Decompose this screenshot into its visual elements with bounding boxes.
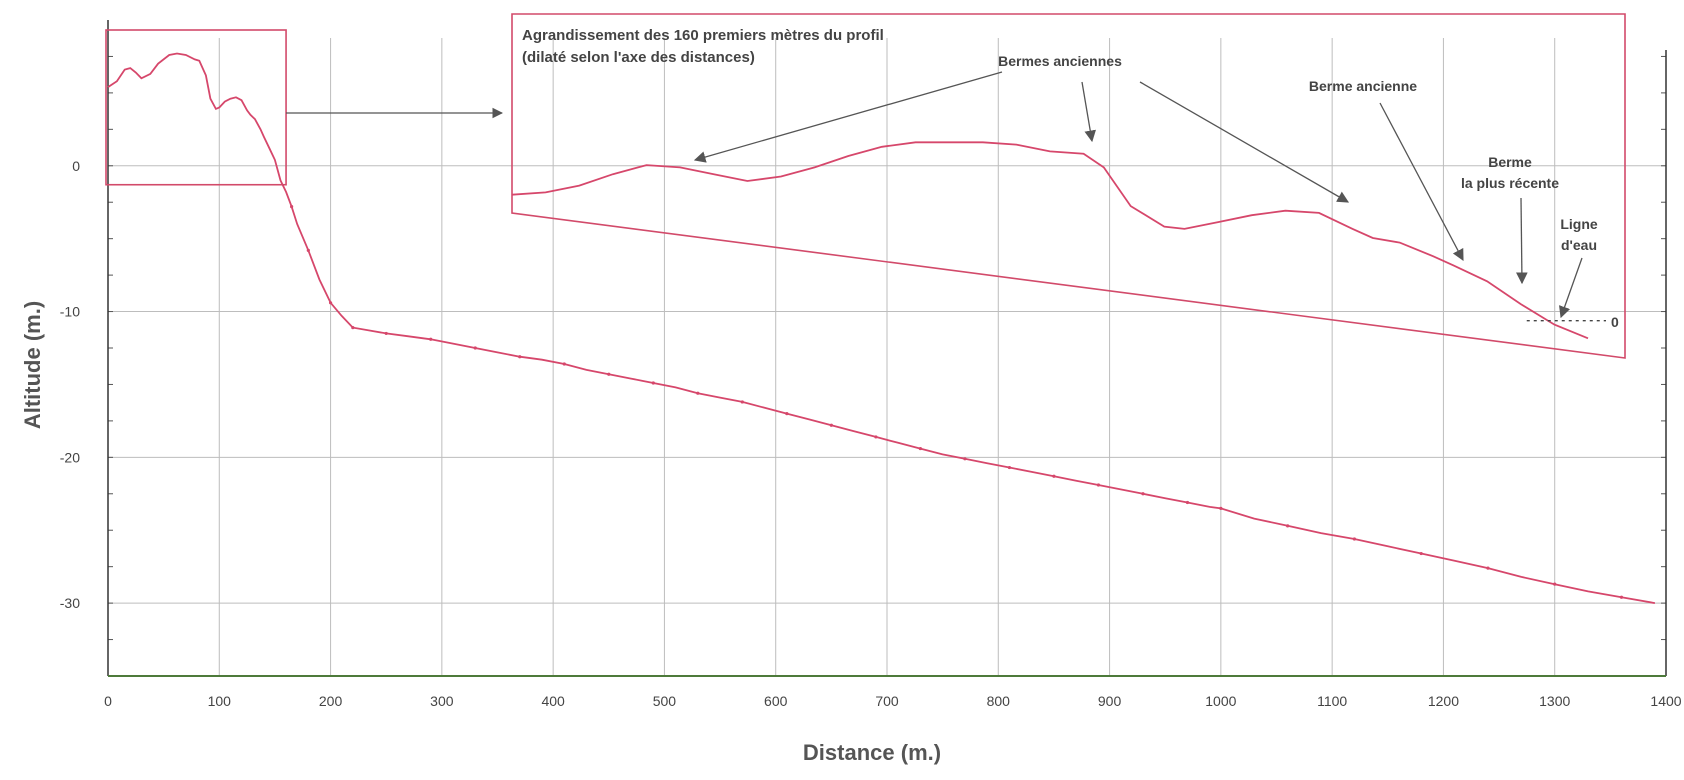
profile-point <box>1486 566 1490 570</box>
x-tick-label: 700 <box>875 693 899 709</box>
axes: 0 100 200 300 400 500 600 700 800 900 1000 1100 1200… <box>60 20 1682 709</box>
profile-point <box>1052 474 1056 478</box>
profile-point <box>1419 551 1423 556</box>
x-tick-label: 400 <box>541 693 565 709</box>
x-tick-label: 500 <box>653 693 677 709</box>
profile-point <box>384 331 388 336</box>
profile-point <box>607 372 611 376</box>
x-tick-label: 100 <box>208 693 232 709</box>
grid <box>108 38 1666 676</box>
zoom-region-box <box>105 29 287 186</box>
y-tick-label: -10 <box>60 304 80 320</box>
profile-point <box>651 381 655 385</box>
profile-point <box>874 435 878 439</box>
profile-point <box>1352 537 1356 541</box>
x-tick-label: 1000 <box>1205 693 1236 709</box>
annotation-bermes-anciennes: Bermes anciennes <box>998 53 1122 69</box>
profile-point <box>1141 492 1145 496</box>
annotation-berme-recente-line1: Berme <box>1488 154 1532 170</box>
profile-point <box>1185 500 1190 505</box>
profile-point <box>785 412 789 416</box>
x-tick-label: 900 <box>1098 693 1122 709</box>
arrow-berme-ancienne-4 <box>1379 102 1464 262</box>
profile-point <box>328 301 333 305</box>
y-axis-title: Altitude (m.) <box>20 301 45 429</box>
profile-point <box>518 355 522 359</box>
profile-point <box>306 248 310 252</box>
x-tick-label: 1100 <box>1317 693 1347 709</box>
profile-point <box>918 446 922 451</box>
x-tick-label: 200 <box>319 693 343 709</box>
profile-point <box>1007 465 1012 470</box>
profile-point <box>429 337 433 341</box>
y-tick-label: -20 <box>60 449 80 465</box>
inset-profile-line <box>511 141 1589 340</box>
inset <box>105 13 1626 359</box>
inset-subtitle: (dilaté selon l'axe des distances) <box>522 49 755 66</box>
x-tick-label: 300 <box>430 693 454 709</box>
profile-point <box>1286 524 1290 528</box>
profile-point <box>351 325 355 330</box>
x-tick-label: 1400 <box>1650 693 1681 709</box>
profile-point <box>473 346 477 350</box>
profile-point <box>290 204 294 209</box>
x-tick-label: 600 <box>764 693 788 709</box>
annotation-berme-ancienne: Berme ancienne <box>1309 78 1417 94</box>
profile-point <box>562 362 566 366</box>
x-tick-label: 1300 <box>1539 693 1570 709</box>
x-tick-label: 800 <box>987 693 1011 709</box>
profile-point <box>1219 506 1223 510</box>
annotation-ligne-eau-line1: Ligne <box>1560 216 1598 232</box>
profile-point <box>1619 595 1624 599</box>
profile-point <box>829 423 833 427</box>
labels: Distance (m.) Altitude (m.) Agrandisseme… <box>20 27 1619 765</box>
x-tick-label: 1200 <box>1428 693 1459 709</box>
arrow-ligne-eau <box>1559 257 1583 319</box>
profile-point <box>696 391 700 395</box>
x-axis-title: Distance (m.) <box>803 740 941 765</box>
profile-point <box>1553 582 1557 586</box>
arrow-berme-ancienne-3 <box>1139 81 1350 203</box>
arrow-berme-ancienne-1 <box>693 71 1003 163</box>
profile-point <box>963 457 967 461</box>
annotation-berme-recente-line2: la plus récente <box>1461 175 1559 191</box>
annotation-ligne-eau-line2: d'eau <box>1561 237 1597 253</box>
profile-line <box>107 52 1656 604</box>
profile-point <box>740 400 744 404</box>
x-tick-label: 0 <box>104 693 112 709</box>
inset-title: Agrandissement des 160 premiers mètres d… <box>522 27 884 44</box>
profile-point <box>1096 483 1101 487</box>
main-series <box>107 52 1656 604</box>
inset-frame <box>511 13 1626 359</box>
y-tick-label: 0 <box>72 158 80 174</box>
y-tick-label: -30 <box>60 595 80 611</box>
annotation-zero-level: 0 <box>1611 314 1619 330</box>
arrow-berme-ancienne-2 <box>1081 81 1097 143</box>
arrow-berme-recente <box>1516 197 1528 285</box>
